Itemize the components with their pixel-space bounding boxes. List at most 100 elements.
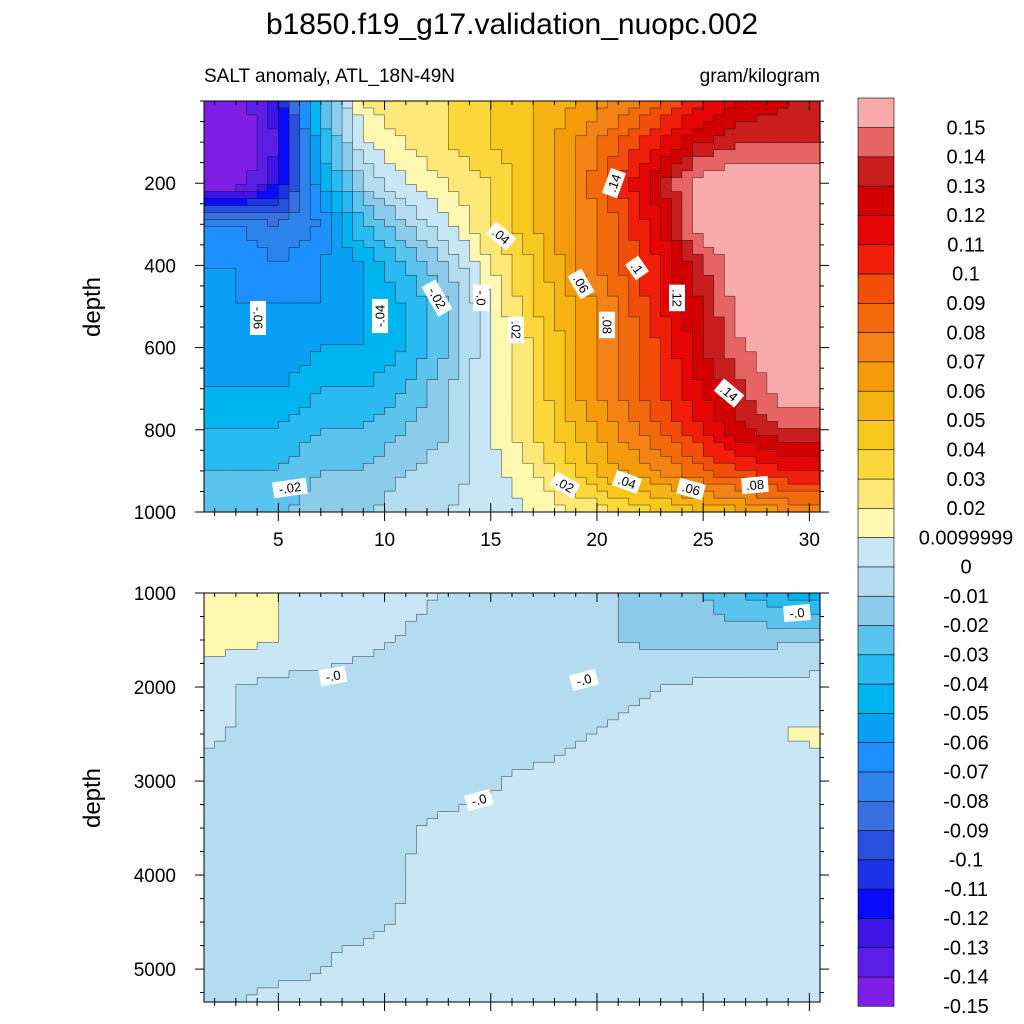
contour-cell [745,128,757,137]
contour-cell [788,212,800,221]
contour-cell [437,268,449,276]
contour-cell [766,705,779,714]
contour-cell [607,614,619,622]
contour-cell [331,254,343,262]
contour-cell [798,505,810,513]
contour-cell [501,316,513,325]
contour-cell [766,219,779,227]
contour-cell [596,698,609,707]
contour-cell [777,741,789,749]
contour-cell [373,163,386,172]
contour-cell [214,330,226,339]
x-tick-label: 30 [799,530,820,551]
contour-cell [639,407,651,416]
contour-cell [724,240,736,248]
contour-cell [235,247,248,255]
contour-cell [342,463,354,471]
contour-cell [554,379,566,388]
contour-cell [565,428,577,436]
contour-cell [522,642,534,651]
contour-cell [427,719,439,728]
contour-cell [480,275,492,283]
contour-cell [427,600,439,608]
contour-cell [671,247,683,255]
contour-cell [766,142,779,151]
contour-cell [331,184,343,193]
contour-cell [596,719,609,728]
contour-cell [596,449,609,457]
contour-cell [204,337,216,346]
contour-cell [628,282,641,290]
contour-cell [405,351,418,360]
contour-cell [257,621,269,629]
contour-cell [533,593,545,601]
contour-cell [288,330,301,339]
contour-cell [373,741,386,749]
contour-cell [257,351,269,360]
contour-cell [373,289,386,297]
contour-cell [660,684,672,693]
contour-cell [565,191,577,200]
contour-cell [777,748,789,756]
contour-cell [777,240,789,248]
contour-cell [246,205,258,214]
contour-cell [607,663,619,672]
contour-cell [342,219,354,227]
contour-cell [320,156,333,165]
contour-cell [788,621,800,629]
contour-cell [405,268,418,276]
contour-cell [257,755,269,763]
contour-cell [618,607,630,615]
contour-cell [543,135,556,144]
contour-cell [660,477,672,485]
contour-cell [299,491,311,499]
contour-cell [681,726,694,735]
contour-cell [756,365,768,374]
contour-cell [809,698,821,707]
contour-cell [458,593,471,601]
contour-cell [628,212,641,221]
contour-cell [596,358,609,367]
contour-cell [703,670,715,679]
contour-cell [437,463,449,471]
contour-cell [204,226,216,234]
contour-cell [660,365,672,374]
contour-cell [395,226,407,234]
contour-cell [352,233,364,241]
contour-cell [288,719,301,728]
contour-cell [681,498,694,506]
contour-cell [395,484,407,492]
contour-cell [363,261,375,269]
contour-cell [607,386,619,395]
contour-label-bg [676,477,706,501]
contour-cell [257,642,269,651]
contour-cell [257,163,269,172]
contour-cell [373,670,386,679]
contour-cell [405,205,418,214]
contour-cell [320,607,333,615]
contour-cell [331,600,343,608]
contour-cell [745,670,757,679]
contour-cell [384,198,396,207]
contour-cell [342,505,354,513]
contour-cell [469,177,481,186]
contour-cell [299,149,311,158]
contour-cell [798,156,810,165]
contour-cell [299,719,311,728]
contour-cell [320,128,333,137]
contour-label: .02 [508,316,524,344]
contour-cell [554,456,566,464]
contour-cell [681,323,694,332]
contour-cell [235,449,248,457]
contour-cell [798,309,810,318]
contour-cell [596,484,609,492]
contour-cell [310,663,322,672]
contour-cell [660,351,672,360]
contour-cell [607,101,619,109]
contour-cell [756,379,768,388]
contour-cell [745,316,757,325]
contour-cell [257,442,269,450]
contour-cell [214,261,226,269]
contour-cell [395,621,407,629]
contour-cell [416,323,428,332]
